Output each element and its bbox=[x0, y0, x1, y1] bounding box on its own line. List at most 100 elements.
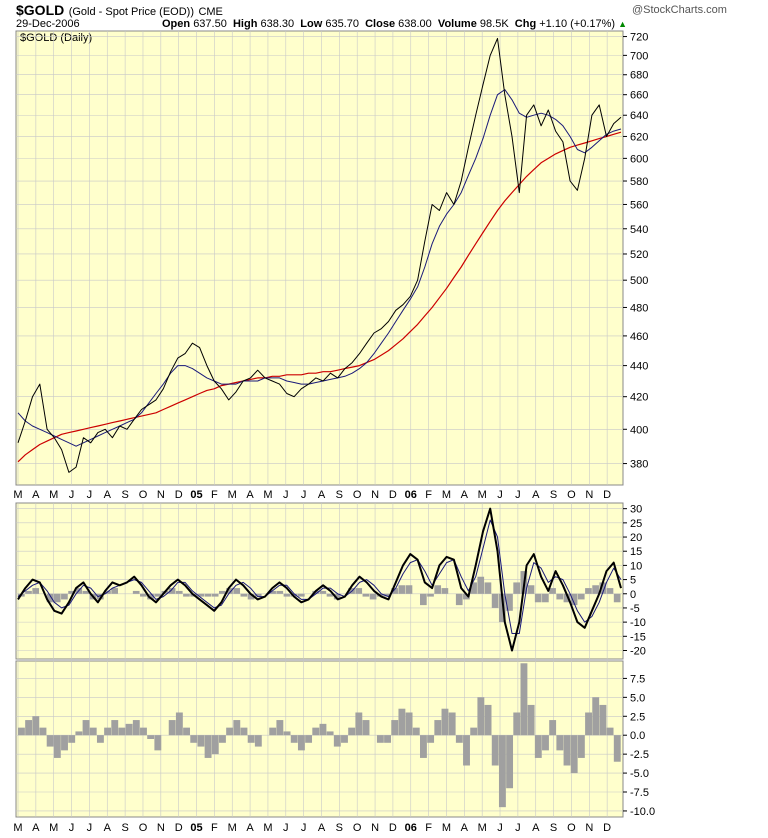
momentum-histogram-bar bbox=[484, 582, 492, 594]
oscillator-bar bbox=[211, 735, 219, 755]
price-x-tick-label: A bbox=[532, 489, 540, 501]
momentum-histogram-bar bbox=[441, 588, 449, 594]
oscillator-bar bbox=[384, 735, 391, 743]
momentum-histogram-bar bbox=[527, 585, 535, 594]
momentum-y-tick-label: 20 bbox=[630, 532, 642, 544]
price-x-tick-label: M bbox=[49, 489, 58, 501]
oscillator-bar bbox=[613, 735, 621, 762]
momentum-histogram-bar bbox=[427, 593, 434, 597]
momentum-histogram-bar bbox=[269, 590, 276, 594]
momentum-histogram-bar bbox=[326, 593, 334, 597]
price-x-tick-label: O bbox=[139, 489, 148, 501]
ma-50-line bbox=[17, 89, 622, 447]
oscillator-x-tick-label: D bbox=[603, 822, 611, 834]
momentum-histogram-bar bbox=[46, 593, 54, 603]
price-y-tick-label: 500 bbox=[630, 275, 648, 287]
oscillator-x-tick-label: O bbox=[567, 822, 576, 834]
price-x-tick-label: J bbox=[87, 489, 93, 501]
momentum-histogram-bar bbox=[211, 593, 219, 597]
momentum-histogram-bar bbox=[592, 585, 599, 594]
oscillator-bar bbox=[233, 720, 241, 736]
chg-value: +1.10 (+0.17%) bbox=[539, 18, 616, 30]
oscillator-bar bbox=[563, 735, 571, 766]
price-x-tick-label: S bbox=[336, 489, 343, 501]
oscillator-x-tick-label: D bbox=[389, 822, 397, 834]
oscillator-bar bbox=[391, 720, 399, 736]
oscillator-bar bbox=[412, 727, 420, 736]
oscillator-bar bbox=[427, 735, 435, 743]
price-x-tick-label: O bbox=[567, 489, 576, 501]
price-x-tick-label: N bbox=[371, 489, 379, 501]
momentum-histogram-bar bbox=[491, 593, 499, 608]
oscillator-bar bbox=[477, 697, 485, 736]
momentum-y-tick-label: -15 bbox=[630, 631, 646, 643]
momentum-histogram-bar bbox=[147, 593, 154, 600]
oscillator-x-tick-label: J bbox=[69, 822, 75, 834]
momentum-histogram-bar bbox=[226, 588, 233, 594]
oscillator-bar bbox=[542, 735, 549, 751]
price-x-tick-label: D bbox=[389, 489, 397, 501]
oscillator-x-tick-label: O bbox=[139, 822, 148, 834]
momentum-histogram-bar bbox=[96, 593, 104, 600]
price-x-tick-label: F bbox=[425, 489, 432, 501]
momentum-histogram-bar bbox=[434, 585, 442, 594]
momentum-y-tick-label: 30 bbox=[630, 504, 642, 516]
momentum-histogram-bar bbox=[204, 593, 212, 597]
price-x-tick-label: A bbox=[461, 489, 469, 501]
oscillator-bar bbox=[75, 731, 83, 736]
momentum-histogram-bar bbox=[369, 593, 377, 600]
oscillator-bar bbox=[219, 735, 226, 743]
oscillator-bar bbox=[470, 727, 478, 736]
oscillator-x-tick-label: J bbox=[497, 822, 503, 834]
price-x-tick-label: M bbox=[228, 489, 237, 501]
momentum-histogram-bar bbox=[542, 593, 549, 603]
oscillator-bar bbox=[577, 735, 585, 758]
momentum-y-tick-label: 25 bbox=[630, 518, 642, 530]
oscillator-bar bbox=[18, 727, 25, 736]
momentum-y-tick-label: 15 bbox=[630, 546, 642, 558]
oscillator-x-tick-label: M bbox=[49, 822, 58, 834]
title-row: $GOLD (Gold - Spot Price (EOD)) CME bbox=[16, 2, 223, 20]
oscillator-bar bbox=[326, 731, 334, 736]
oscillator-bar bbox=[32, 716, 40, 736]
oscillator-bar bbox=[527, 704, 535, 736]
momentum-histogram-bar bbox=[219, 590, 226, 594]
momentum-histogram-bar bbox=[549, 588, 556, 594]
up-arrow-icon: ▲ bbox=[618, 19, 628, 29]
price-x-tick-label: M bbox=[478, 489, 487, 501]
price-y-tick-label: 440 bbox=[630, 361, 648, 373]
oscillator-x-tick-label: S bbox=[336, 822, 343, 834]
momentum-histogram-bar bbox=[398, 585, 406, 594]
momentum-histogram-bar bbox=[25, 590, 32, 594]
momentum-histogram-bar bbox=[355, 588, 363, 594]
high-value: 638.30 bbox=[260, 18, 295, 30]
oscillator-x-tick-label: N bbox=[585, 822, 593, 834]
oscillator-bar bbox=[484, 704, 492, 736]
oscillator-bar bbox=[96, 735, 104, 743]
oscillator-bar bbox=[606, 727, 614, 736]
oscillator-bar bbox=[520, 663, 528, 736]
oscillator-x-tick-label: O bbox=[353, 822, 362, 834]
momentum-histogram-bar bbox=[168, 588, 176, 594]
momentum-histogram-bar bbox=[276, 590, 284, 594]
oscillator-bar bbox=[197, 735, 205, 747]
oscillator-bar bbox=[305, 735, 313, 743]
oscillator-x-tick-label: 06 bbox=[405, 822, 417, 834]
price-x-tick-label: F bbox=[211, 489, 218, 501]
price-y-tick-label: 420 bbox=[630, 392, 648, 404]
momentum-histogram-bar bbox=[111, 588, 118, 594]
oscillator-bar bbox=[118, 727, 126, 736]
price-y-tick-label: 600 bbox=[630, 153, 648, 165]
momentum-histogram-bar bbox=[68, 590, 75, 594]
symbol: $GOLD bbox=[16, 2, 65, 18]
oscillator-bar bbox=[111, 720, 119, 736]
oscillator-x-tick-label: A bbox=[461, 822, 469, 834]
oscillator-bar bbox=[204, 735, 212, 758]
oscillator-bar bbox=[455, 735, 463, 743]
oscillator-x-tick-label: M bbox=[263, 822, 272, 834]
momentum-histogram-bar bbox=[585, 588, 592, 594]
open-label: Open bbox=[162, 18, 191, 30]
momentum-histogram-bar bbox=[599, 582, 607, 594]
momentum-histogram-bar bbox=[405, 585, 413, 594]
